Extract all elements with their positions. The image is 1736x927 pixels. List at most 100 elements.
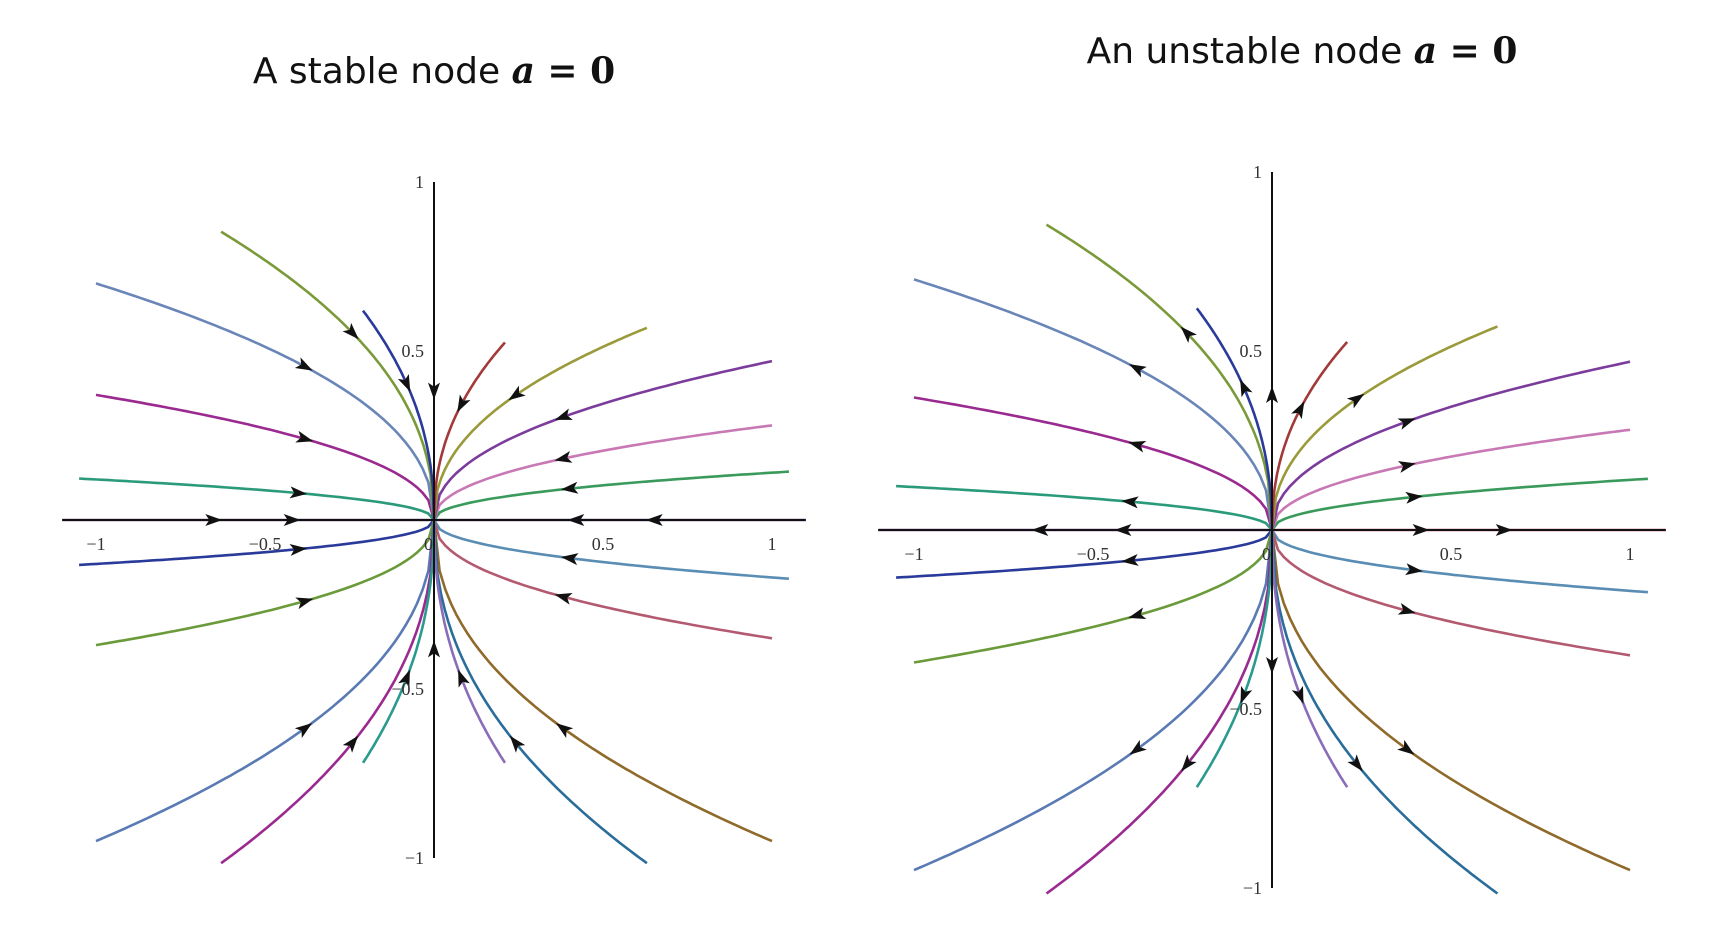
y-tick-label: −0.5 [391,679,424,699]
flow-arrow-13 [295,430,314,443]
axis-flow-arrow-2 [428,382,440,400]
flow-arrow-18 [295,597,314,610]
chart-title-text: A stable node [252,51,501,92]
trajectory-5 [1270,325,1499,531]
trajectory-14 [95,282,436,521]
y-tick-label: 0.5 [402,341,425,361]
flow-arrow-17 [289,543,308,556]
x-tick-label: 0 [424,534,433,554]
trajectory-9 [432,519,773,843]
trajectory-17 [79,519,435,567]
flow-arrow-11 [458,669,470,688]
chart-title-math: a = 0 [512,50,616,92]
flow-arrow-12 [1121,496,1139,509]
x-tick-label: 1 [768,534,777,554]
axis-flow-arrow-1 [1031,524,1049,536]
chart-title-stable: A stable node a = 0 [0,50,868,92]
flow-arrow-12 [289,486,308,499]
math-val: 0 [1492,30,1518,72]
trajectory-4 [432,359,773,521]
trajectory-14 [913,278,1274,531]
flow-arrow-3 [1397,461,1416,473]
flow-arrow-20 [1181,754,1197,772]
flow-arrow-5 [508,385,526,401]
flow-arrow-2 [1405,491,1423,504]
trajectory-8 [1270,529,1631,657]
trajectory-16 [361,309,436,521]
flow-arrow-6 [457,394,471,413]
x-tick-label: −0.5 [249,534,282,554]
trajectory-4 [1270,360,1631,531]
trajectory-9 [1270,529,1631,872]
x-tick-label: 0.5 [1440,544,1463,564]
trajectory-16 [1195,307,1274,531]
y-tick-label: 1 [415,172,424,192]
axis-flow-arrow-2 [1266,386,1278,403]
x-tick-label: 1 [1626,544,1635,564]
flow-arrow-4 [1397,418,1416,430]
flow-arrow-9 [555,723,574,738]
flow-arrow-10 [509,735,526,753]
trajectory-21 [1195,529,1274,788]
trajectory-20 [1045,529,1274,895]
flow-arrow-7 [560,553,579,566]
y-tick-label: −0.5 [1229,699,1262,719]
x-tick-label: −0.5 [1077,544,1110,564]
trajectory-5 [432,326,648,521]
axis-flow-arrow-0 [645,514,663,526]
trajectory-2 [432,470,789,521]
flow-arrow-17 [1121,553,1139,566]
chart-title-math: a = 0 [1414,30,1518,72]
trajectory-11 [432,519,507,764]
trajectory-3 [432,424,773,521]
flow-arrow-16 [1240,379,1253,398]
chart-title-text: An unstable node [1086,31,1403,72]
trajectory-7 [1270,529,1649,594]
y-tick-label: 0.5 [1240,341,1263,361]
trajectory-21 [361,519,436,764]
trajectory-15 [1045,223,1274,531]
axis-flow-arrow-3 [428,640,440,658]
unstable-node-panel: An unstable node a = 0 −1 −0.5 0 0.5 1 1 0.5 −0… [868,0,1736,927]
math-val: 0 [590,50,616,92]
flow-arrow-4 [554,408,573,420]
trajectory-2 [1270,477,1648,531]
flow-arrow-11 [1291,685,1304,704]
flow-arrow-3 [554,451,573,463]
trajectory-6 [1270,341,1349,531]
trajectory-19 [95,519,436,843]
flow-arrow-13 [1128,440,1147,453]
y-tick-label: −1 [405,848,424,868]
trajectory-10 [1270,529,1499,895]
flow-arrow-5 [1346,393,1365,409]
math-eq: = [534,50,591,92]
stable-node-panel: A stable node a = 0 −1 −0.5 0 0.5 1 1 0.5 −0.5 −… [0,50,868,868]
flow-arrow-10 [1347,754,1363,772]
trajectory-17 [896,529,1273,579]
unstable-phase-portrait: −1 −0.5 0 0.5 1 1 0.5 −0.5 −1 [878,162,1666,898]
math-var: a [511,50,535,92]
x-tick-label: 0 [1262,544,1271,564]
math-eq: = [1437,30,1493,72]
axis-flow-arrow-0 [1495,524,1513,536]
trajectory-11 [1270,529,1349,788]
y-tick-label: −1 [1243,878,1262,898]
flow-arrow-15 [342,322,359,340]
flow-arrow-8 [554,593,573,605]
y-tick-label: 1 [1253,162,1262,182]
flow-arrow-20 [342,735,359,753]
flow-arrow-18 [1128,607,1147,620]
flow-arrow-19 [294,723,313,738]
flow-arrow-19 [1129,739,1147,755]
flow-arrow-14 [294,357,313,371]
x-tick-label: 0.5 [592,534,615,554]
flow-arrow-9 [1397,739,1415,755]
x-tick-label: −1 [86,534,105,554]
flow-arrow-16 [397,373,411,392]
axis-flow-arrow-1 [205,514,223,526]
trajectory-10 [432,519,648,865]
trajectory-13 [913,396,1274,531]
trajectory-13 [95,393,436,521]
trajectory-20 [220,519,436,865]
flow-arrow-7 [1405,563,1423,576]
